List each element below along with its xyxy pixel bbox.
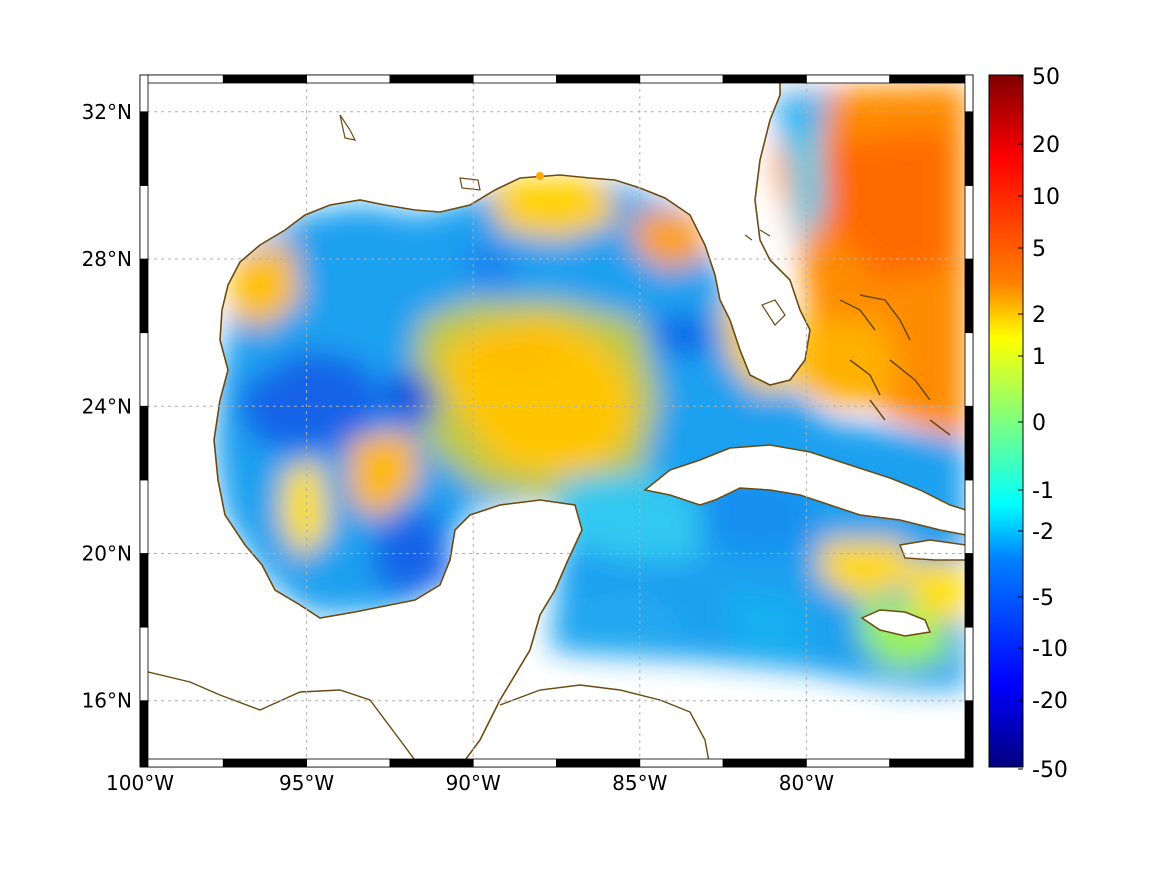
lon-tick-label: 100°W [106, 771, 174, 795]
frame-bar-right [964, 405, 974, 481]
frame-bar-top [472, 74, 557, 84]
frame-bar-left [139, 74, 149, 113]
frame-bar-top [139, 74, 224, 84]
colorbar-tick-label: -50 [1032, 758, 1068, 783]
colorbar-tick-label: 50 [1032, 65, 1060, 90]
anomaly-field [215, 85, 966, 690]
frame-bar-bottom [139, 758, 224, 768]
frame-bar-bottom [306, 758, 391, 768]
lon-tick-label: 80°W [779, 771, 834, 795]
frame-bar-right [964, 479, 974, 554]
frame-bar-right [964, 332, 974, 407]
latitude-labels: 32°N 28°N 24°N 20°N 16°N [82, 100, 132, 713]
colorbar-tick-label: -20 [1032, 689, 1068, 714]
frame-scale-bars [139, 74, 974, 768]
lat-tick-label: 24°N [82, 394, 132, 418]
frame-bar-bottom [889, 758, 974, 768]
frame-bar-top [306, 74, 391, 84]
frame-bar-left [139, 332, 149, 407]
lon-tick-label: 95°W [279, 771, 334, 795]
lake-pontchartrain [459, 177, 481, 191]
land-masses [140, 75, 967, 767]
colorbar-tick-label: -1 [1032, 479, 1054, 504]
lat-tick-label: 16°N [82, 689, 132, 713]
frame-bar-top [722, 74, 807, 84]
frame-bar-bottom [639, 758, 724, 768]
colorbar [988, 74, 1024, 768]
colorbar-tick-label: 10 [1032, 185, 1060, 210]
frame-bar-bottom [722, 758, 807, 768]
frame-bar-top [556, 74, 641, 84]
frame-bar-right [964, 700, 974, 768]
colorbar-tick-label: 5 [1032, 237, 1046, 262]
frame-bar-right [964, 111, 974, 186]
colorbar-tick-label: 2 [1032, 303, 1046, 328]
frame-bar-top [639, 74, 724, 84]
colorbar-tick-label: -10 [1032, 637, 1068, 662]
frame-bar-bottom [472, 758, 557, 768]
frame-bar-right [964, 626, 974, 702]
frame-bar-top [222, 74, 308, 84]
bahamas-islands [839, 294, 951, 436]
colorbar-tick-label: 1 [1032, 345, 1046, 370]
jamaica-land [860, 609, 932, 637]
colorbar-tick-label: -2 [1032, 520, 1054, 545]
frame-bar-top [806, 74, 891, 84]
frame-bar-left [139, 405, 149, 481]
colorbar-tick-label: 20 [1032, 133, 1060, 158]
frame-bar-left [139, 185, 149, 260]
frame-bar-right [964, 258, 974, 334]
frame-bar-bottom [806, 758, 891, 768]
lat-tick-label: 32°N [82, 100, 132, 124]
hispaniola-land [899, 539, 967, 561]
colorbar-tick-label: 0 [1032, 411, 1046, 436]
lat-tick-label: 28°N [82, 247, 132, 271]
colorbar-tick-label: -5 [1032, 586, 1054, 611]
frame-bar-left [139, 700, 149, 768]
frame-bar-bottom [222, 758, 308, 768]
lake-marker [536, 172, 544, 180]
lon-tick-label: 90°W [446, 771, 501, 795]
lake-okeechobee [761, 299, 786, 326]
lon-tick-label: 85°W [612, 771, 667, 795]
frame-bar-bottom [556, 758, 641, 768]
north-america-land [140, 75, 811, 767]
frame-bar-right [964, 185, 974, 260]
frame-bar-top [889, 74, 974, 84]
frame-bar-right [964, 74, 974, 113]
frame-bar-top [389, 74, 474, 84]
florida-lakes [744, 229, 771, 241]
frame-bar-left [139, 111, 149, 186]
frame-bar-left [139, 479, 149, 554]
frame-bar-bottom [389, 758, 474, 768]
frame-bar-left [139, 553, 149, 628]
grid-lines [140, 75, 973, 767]
frame-bar-left [139, 626, 149, 702]
inland-lake [339, 114, 357, 141]
frame-bar-left [139, 258, 149, 334]
lat-tick-label: 20°N [82, 542, 132, 566]
honduras-coast [499, 684, 711, 767]
longitude-labels: 100°W 95°W 90°W 85°W 80°W [106, 771, 834, 795]
central-america-coastline [140, 669, 421, 767]
frame-bar-right [964, 553, 974, 628]
